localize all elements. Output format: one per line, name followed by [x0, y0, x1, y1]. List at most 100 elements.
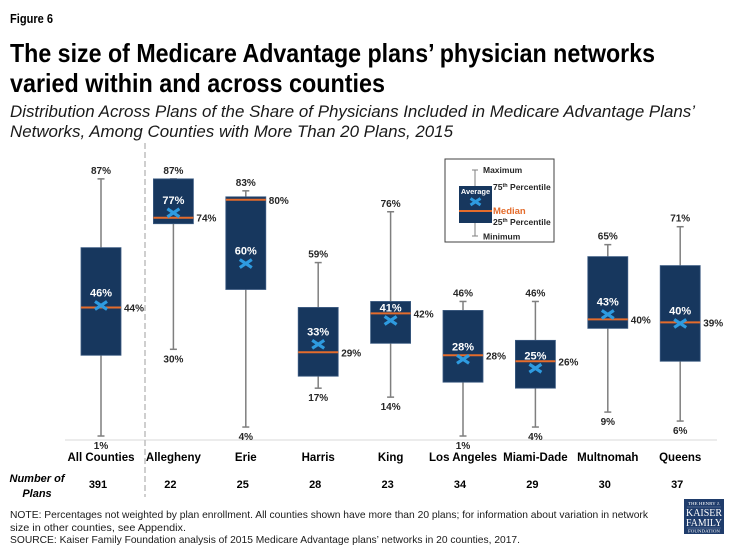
max-value-label: 76%	[381, 199, 401, 210]
legend-mean-marker-icon	[469, 197, 482, 207]
min-value-label: 4%	[528, 432, 543, 443]
mean-value-label: 33%	[307, 326, 329, 338]
max-value-label: 87%	[163, 166, 183, 177]
category-label: Los Angeles	[429, 452, 497, 464]
mean-marker-icon	[166, 207, 181, 219]
interquartile-box	[515, 339, 556, 389]
number-of-plans-value: 29	[526, 479, 538, 491]
number-of-plans-label-line-2: Plans	[22, 488, 51, 500]
number-of-plans-value: 34	[454, 479, 467, 491]
chart-title-line-1: The size of Medicare Advantage plans’ ph…	[10, 38, 655, 68]
source-line: SOURCE: Kaiser Family Foundation analysi…	[10, 534, 520, 546]
min-value-label: 30%	[163, 354, 183, 365]
category-label: Harris	[302, 452, 335, 464]
box-plot-all-counties: 87% 1% 46% 44% All Counties 391	[67, 166, 144, 491]
chart-title-line-2: varied within and across counties	[10, 68, 385, 98]
box-plot-allegheny: 87% 30% 77% 74% Allegheny 22	[146, 166, 217, 491]
mean-marker-icon	[383, 315, 398, 326]
max-value-label: 83%	[236, 178, 256, 189]
legend-maximum-label: Maximum	[483, 165, 523, 175]
max-value-label: 87%	[91, 166, 111, 177]
max-value-label: 59%	[308, 250, 328, 261]
mean-marker-icon	[238, 258, 253, 269]
interquartile-box	[587, 256, 629, 329]
median-value-label: 39%	[703, 318, 723, 329]
min-value-label: 1%	[456, 441, 471, 452]
number-of-plans-value: 37	[671, 479, 683, 491]
number-of-plans-value: 23	[381, 479, 393, 491]
mean-marker-icon	[600, 309, 615, 320]
legend-q3-superscript: th	[502, 183, 508, 189]
mean-marker-icon	[94, 300, 108, 311]
number-of-plans-value: 30	[599, 479, 611, 491]
box-plot-king: 76% 14% 41% 42% King 23	[370, 199, 434, 491]
category-label: Allegheny	[146, 452, 202, 464]
mean-value-label: 25%	[524, 350, 546, 362]
legend: Average Maximum 75th Percentile Median 2…	[444, 158, 555, 243]
median-value-label: 44%	[124, 303, 144, 314]
median-value-label: 74%	[196, 214, 216, 225]
legend-minimum-label: Minimum	[483, 232, 521, 242]
min-value-label: 14%	[381, 402, 401, 413]
kff-logo-line-1: THE HENRY J.	[688, 501, 720, 506]
kff-logo-line-3: FAMILY	[686, 518, 722, 529]
chart-subtitle-line-2: Networks, Among Counties with More Than …	[10, 122, 454, 141]
interquartile-box	[152, 178, 194, 225]
category-label: Miami-Dade	[503, 452, 568, 464]
category-label: Queens	[659, 452, 701, 464]
number-of-plans-value: 25	[237, 479, 249, 491]
note-line-1: NOTE: Percentages not weighted by plan e…	[10, 509, 649, 521]
box-plot-los-angeles: 46% 1% 28% 28% Los Angeles 34	[429, 288, 506, 491]
number-of-plans-value: 391	[89, 479, 107, 491]
mean-marker-icon	[456, 353, 470, 365]
mean-marker-icon	[528, 362, 543, 374]
mean-marker-icon	[311, 338, 326, 350]
box-plot-multnomah: 65% 9% 43% 40% Multnomah 30	[577, 232, 651, 491]
legend-q3-label: 75th Percentile	[493, 182, 551, 192]
median-value-label: 80%	[269, 196, 289, 207]
number-of-plans-value: 22	[164, 479, 176, 491]
max-value-label: 46%	[525, 288, 545, 299]
interquartile-box	[370, 301, 412, 344]
legend-q1-text: Percentile	[508, 217, 551, 227]
min-value-label: 1%	[94, 441, 109, 452]
mean-value-label: 28%	[452, 341, 474, 353]
min-value-label: 17%	[308, 393, 328, 404]
mean-value-label: 77%	[162, 195, 184, 207]
category-label: All Counties	[67, 452, 134, 464]
min-value-label: 6%	[673, 426, 688, 437]
median-value-label: 42%	[414, 309, 434, 320]
kff-logo-line-4: FOUNDATION	[688, 530, 720, 534]
median-value-label: 40%	[631, 315, 651, 326]
category-label: Erie	[235, 452, 257, 464]
box-plot-erie: 83% 4% 60% 80% Erie 25	[225, 178, 289, 491]
mean-value-label: 41%	[380, 302, 402, 314]
category-label: Multnomah	[577, 452, 638, 464]
category-label: King	[378, 452, 404, 464]
legend-q1-label: 25th Percentile	[493, 217, 551, 227]
interquartile-box	[297, 307, 339, 377]
box-plot-harris: 59% 17% 33% 29% Harris 28	[297, 250, 361, 491]
legend-box	[459, 186, 492, 223]
number-of-plans-value: 28	[309, 479, 321, 491]
kff-logo-line-2: KAISER	[686, 508, 722, 519]
plot-area: 87% 1% 46% 44% All Counties 391 87% 30% 77% 74% Al…	[67, 166, 723, 491]
note-line-2: size in other counties, see Appendix.	[10, 522, 186, 534]
chart-subtitle-line-1: Distribution Across Plans of the Share o…	[10, 102, 695, 121]
min-value-label: 4%	[239, 432, 254, 443]
median-value-label: 26%	[558, 357, 578, 368]
number-of-plans-label-line-1: Number of	[10, 473, 66, 485]
figure-label: Figure 6	[10, 12, 53, 26]
max-value-label: 46%	[453, 288, 473, 299]
interquartile-box	[442, 310, 484, 383]
mean-value-label: 46%	[90, 287, 112, 299]
median-value-label: 28%	[486, 351, 506, 362]
legend-q1-superscript: th	[502, 218, 508, 224]
median-value-label: 29%	[341, 348, 361, 359]
mean-value-label: 43%	[597, 296, 619, 308]
mean-marker-icon	[673, 318, 688, 329]
legend-average-label: Average	[461, 187, 490, 196]
mean-value-label: 60%	[235, 246, 257, 258]
